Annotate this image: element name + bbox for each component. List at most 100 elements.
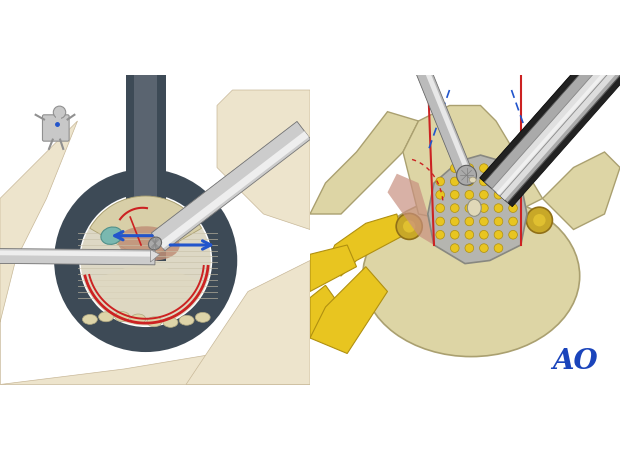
Circle shape bbox=[508, 204, 517, 213]
Circle shape bbox=[508, 217, 517, 226]
Circle shape bbox=[465, 230, 474, 239]
Circle shape bbox=[494, 244, 503, 252]
Circle shape bbox=[494, 177, 503, 186]
Polygon shape bbox=[411, 56, 472, 177]
Polygon shape bbox=[310, 267, 388, 353]
Circle shape bbox=[508, 190, 517, 199]
Circle shape bbox=[436, 217, 445, 226]
Circle shape bbox=[465, 244, 474, 252]
Circle shape bbox=[465, 177, 474, 186]
Bar bbox=[127, 72, 164, 81]
Circle shape bbox=[494, 164, 503, 173]
Circle shape bbox=[53, 106, 66, 118]
Circle shape bbox=[465, 204, 474, 213]
Circle shape bbox=[479, 244, 488, 252]
Polygon shape bbox=[0, 121, 78, 385]
Ellipse shape bbox=[195, 313, 210, 322]
Circle shape bbox=[456, 165, 476, 185]
Polygon shape bbox=[492, 56, 618, 196]
Text: AO: AO bbox=[552, 348, 598, 375]
Ellipse shape bbox=[148, 237, 162, 250]
Circle shape bbox=[81, 196, 211, 325]
Polygon shape bbox=[497, 59, 617, 195]
Circle shape bbox=[450, 244, 459, 252]
Polygon shape bbox=[411, 59, 465, 177]
Bar bbox=[56, 112, 61, 119]
Circle shape bbox=[450, 204, 459, 213]
Circle shape bbox=[479, 230, 488, 239]
Circle shape bbox=[403, 220, 415, 233]
Circle shape bbox=[465, 190, 474, 199]
Polygon shape bbox=[497, 60, 620, 200]
Wedge shape bbox=[86, 261, 205, 324]
Polygon shape bbox=[0, 250, 155, 257]
Circle shape bbox=[508, 177, 517, 186]
Ellipse shape bbox=[115, 312, 130, 322]
Circle shape bbox=[465, 164, 474, 173]
Circle shape bbox=[479, 217, 488, 226]
Circle shape bbox=[494, 204, 503, 213]
Polygon shape bbox=[326, 214, 403, 276]
Polygon shape bbox=[0, 248, 155, 265]
Bar bbox=[125, 247, 166, 251]
Polygon shape bbox=[217, 90, 310, 230]
Polygon shape bbox=[480, 45, 620, 207]
Polygon shape bbox=[492, 56, 614, 192]
Polygon shape bbox=[542, 152, 620, 230]
Circle shape bbox=[479, 204, 488, 213]
Polygon shape bbox=[419, 57, 471, 174]
Circle shape bbox=[436, 190, 445, 199]
Ellipse shape bbox=[363, 196, 580, 357]
Bar bbox=[134, 59, 157, 261]
Polygon shape bbox=[484, 49, 620, 202]
Circle shape bbox=[494, 190, 503, 199]
Polygon shape bbox=[388, 174, 434, 245]
Ellipse shape bbox=[99, 312, 113, 322]
Circle shape bbox=[436, 230, 445, 239]
Ellipse shape bbox=[101, 227, 122, 244]
FancyBboxPatch shape bbox=[42, 115, 69, 141]
Circle shape bbox=[479, 164, 488, 173]
Polygon shape bbox=[428, 155, 527, 263]
Polygon shape bbox=[159, 131, 309, 248]
Ellipse shape bbox=[131, 314, 146, 324]
Polygon shape bbox=[480, 45, 614, 192]
Circle shape bbox=[450, 164, 459, 173]
Circle shape bbox=[465, 217, 474, 226]
Circle shape bbox=[450, 190, 459, 199]
Polygon shape bbox=[310, 285, 341, 338]
Ellipse shape bbox=[118, 226, 180, 261]
Circle shape bbox=[526, 207, 552, 233]
Polygon shape bbox=[151, 122, 311, 251]
Polygon shape bbox=[498, 61, 620, 203]
Circle shape bbox=[479, 190, 488, 199]
Ellipse shape bbox=[469, 177, 476, 183]
Ellipse shape bbox=[163, 318, 178, 327]
Circle shape bbox=[494, 217, 503, 226]
Polygon shape bbox=[310, 112, 418, 214]
Circle shape bbox=[479, 177, 488, 186]
Polygon shape bbox=[310, 245, 356, 291]
Ellipse shape bbox=[82, 314, 97, 325]
Circle shape bbox=[436, 204, 445, 213]
Circle shape bbox=[450, 230, 459, 239]
Polygon shape bbox=[0, 256, 155, 265]
Polygon shape bbox=[0, 338, 310, 385]
Bar bbox=[125, 59, 166, 261]
Polygon shape bbox=[403, 106, 542, 223]
Ellipse shape bbox=[467, 199, 481, 216]
Polygon shape bbox=[151, 122, 304, 242]
Circle shape bbox=[533, 214, 546, 226]
Polygon shape bbox=[186, 261, 310, 385]
Polygon shape bbox=[484, 49, 614, 192]
Ellipse shape bbox=[179, 315, 194, 325]
Circle shape bbox=[508, 230, 517, 239]
Circle shape bbox=[396, 213, 422, 240]
Circle shape bbox=[436, 177, 445, 186]
Ellipse shape bbox=[147, 317, 162, 327]
Circle shape bbox=[450, 177, 459, 186]
Wedge shape bbox=[90, 196, 202, 261]
Circle shape bbox=[494, 230, 503, 239]
Polygon shape bbox=[150, 250, 160, 262]
Circle shape bbox=[450, 217, 459, 226]
